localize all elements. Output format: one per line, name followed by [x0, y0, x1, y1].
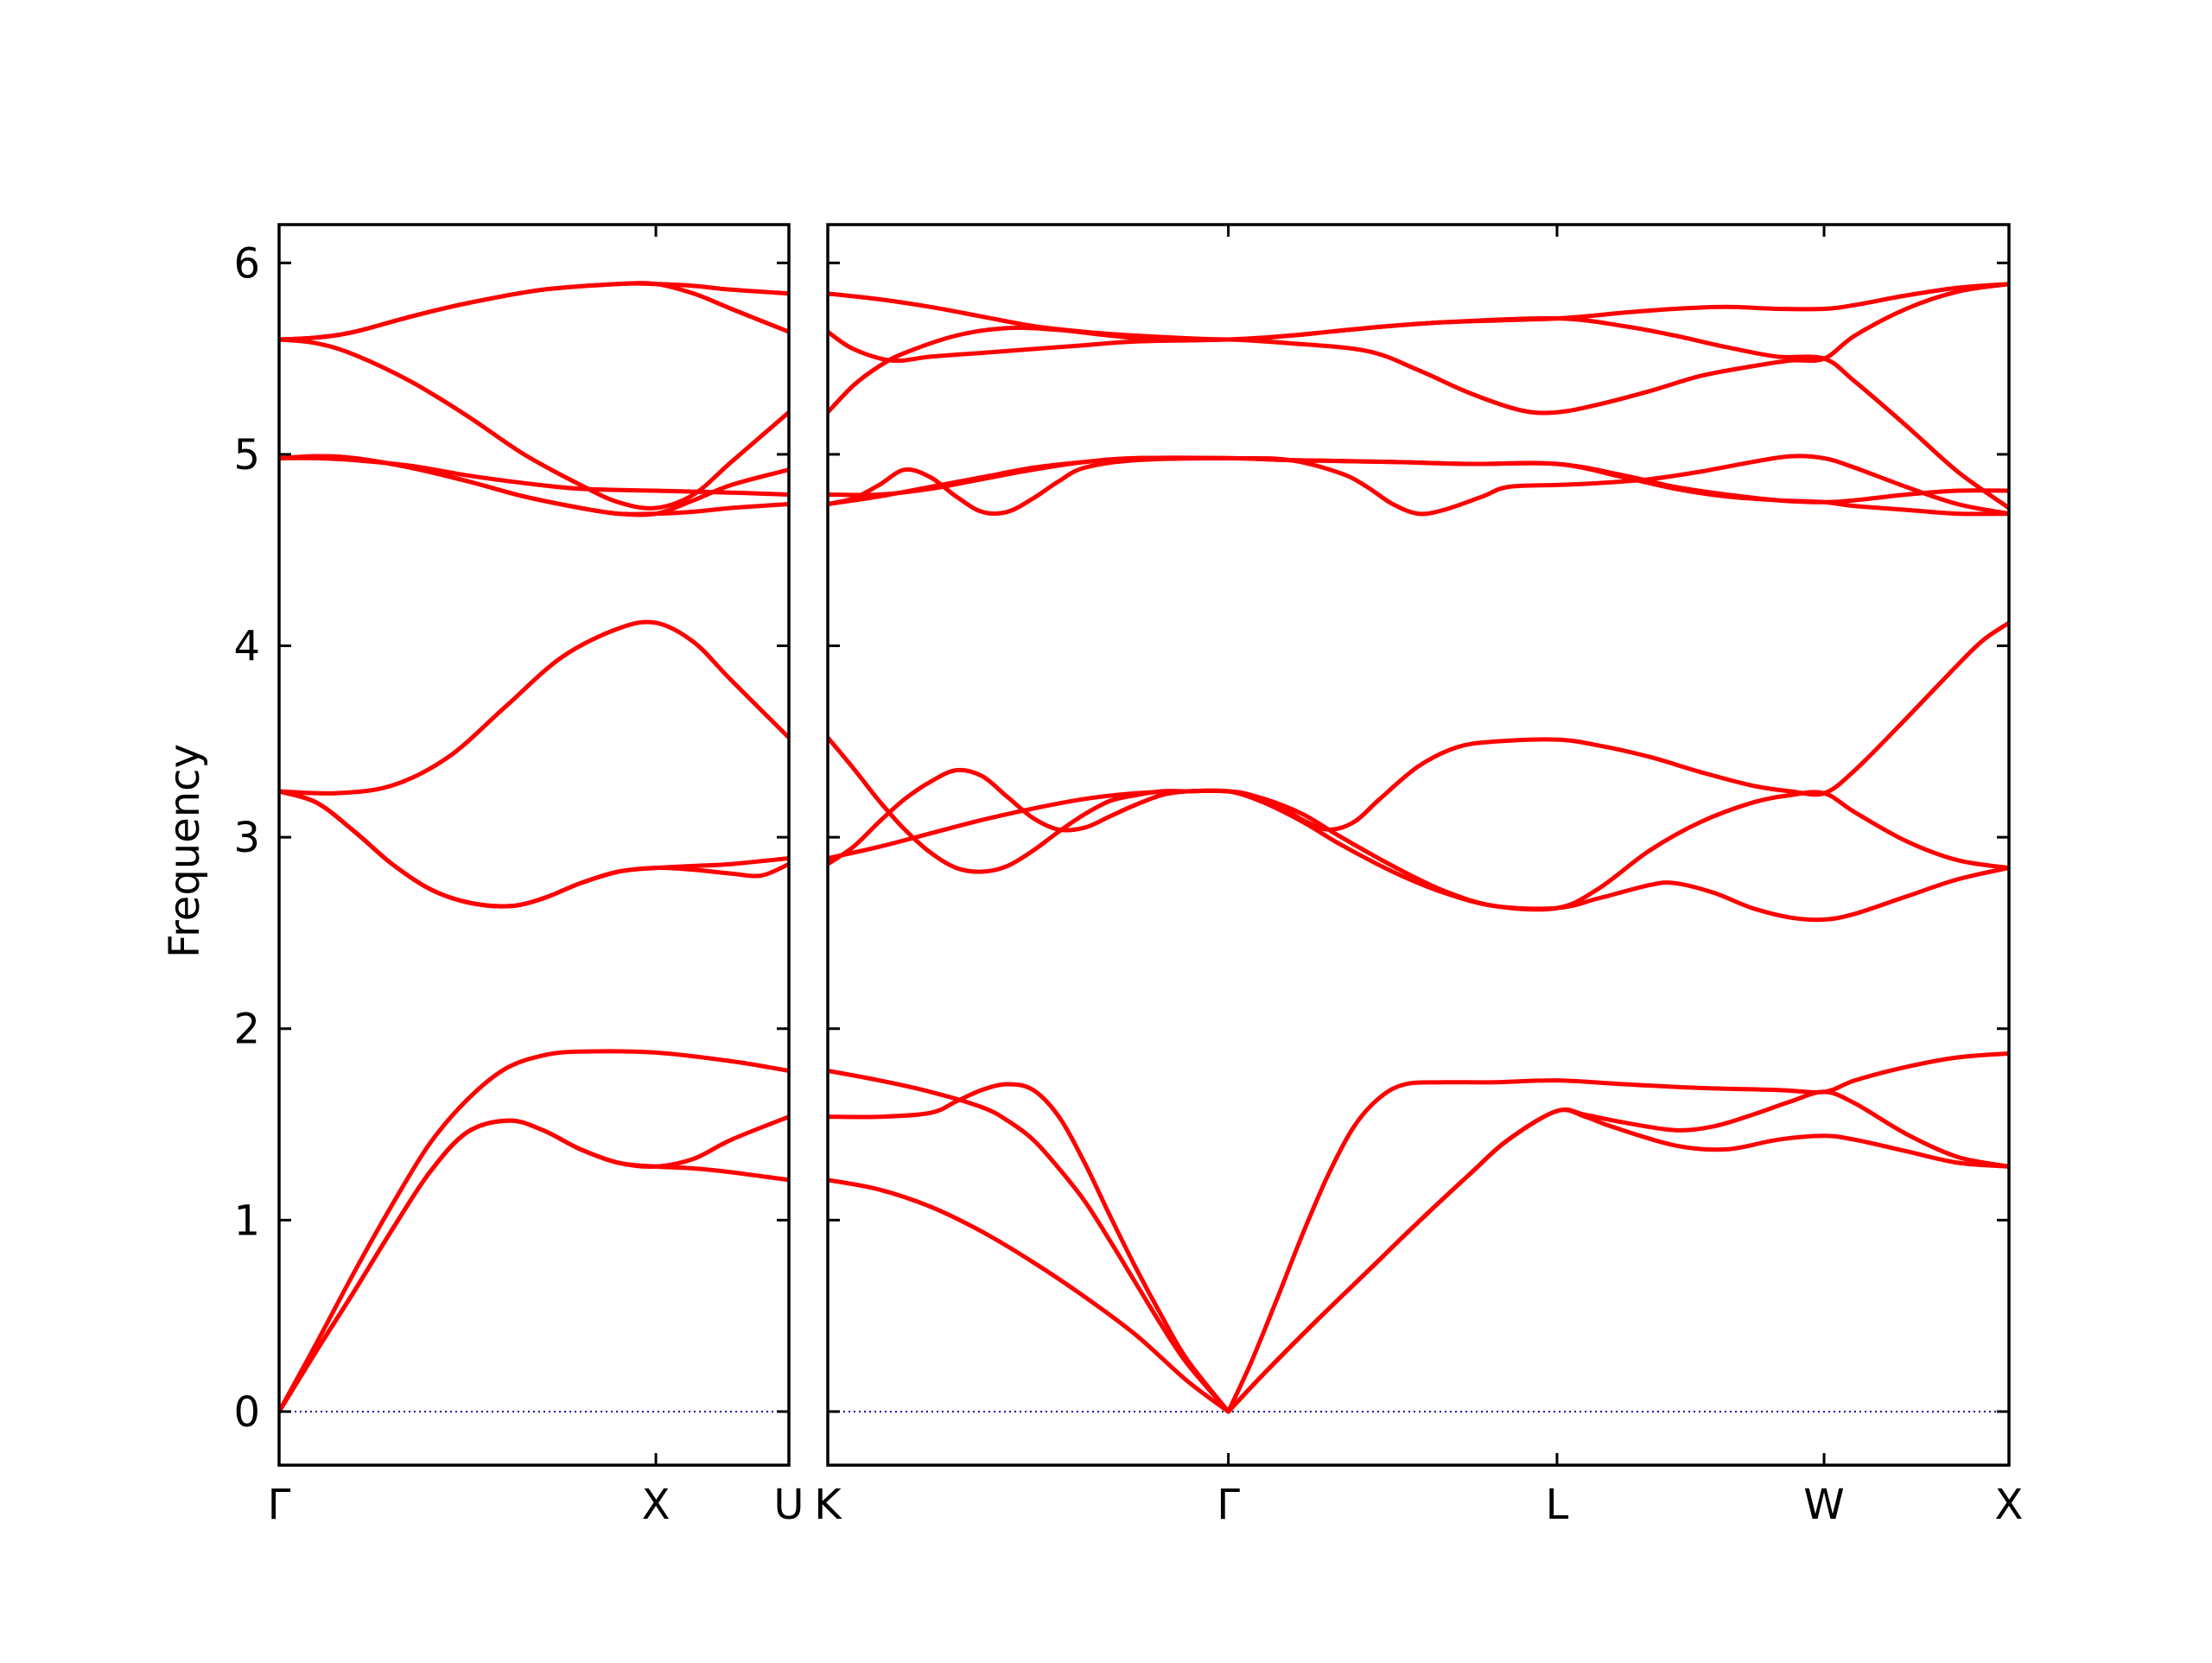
xtick-label-u: U [773, 1481, 804, 1529]
left-panel-band-1 [279, 1049, 789, 1414]
axes-layer: 0 1 2 3 4 5 6 Γ X U K Γ L W X [233, 223, 2024, 1529]
xtick-label-gamma-2: Γ [1217, 1481, 1240, 1529]
right-panel-frame [826, 223, 2011, 1467]
ytick-label-4: 4 [233, 623, 260, 671]
ytick-label-5: 5 [233, 431, 260, 479]
xtick-label-k: K [814, 1481, 842, 1529]
right-panel-band-6 [1226, 1089, 2009, 1414]
bands-layer [279, 281, 2009, 1414]
right-panel-band-14 [828, 315, 2009, 511]
left-panel-band-12 [279, 454, 789, 517]
xtick-label-w: W [1803, 1481, 1844, 1529]
xtick-label-x: X [642, 1481, 671, 1529]
left-panel-band-9 [279, 281, 789, 342]
xtick-label-l: L [1546, 1481, 1569, 1529]
right-panel-band-4 [1226, 1108, 2009, 1414]
right-panel-band-9 [828, 788, 2009, 912]
right-panel-band-11 [828, 454, 2009, 517]
xtick-label-gamma: Γ [268, 1481, 291, 1529]
ytick-label-3: 3 [233, 814, 260, 862]
right-panel-band-7 [828, 735, 2009, 923]
xtick-label-x-2: X [1995, 1481, 2024, 1529]
right-panel-band-1 [828, 1177, 1231, 1414]
right-panel-band-15 [828, 282, 2009, 342]
left-panel-band-6 [279, 789, 789, 909]
right-panel-band-12 [828, 455, 2009, 517]
left-panel-bands [279, 281, 789, 1414]
ytick-label-6: 6 [233, 239, 260, 288]
right-panel-band-3 [828, 1082, 1231, 1414]
right-panel-band-8 [828, 620, 2009, 866]
ytick-label-0: 0 [233, 1388, 260, 1437]
left-panel-band-8 [279, 337, 789, 511]
right-panel-band-2 [828, 1069, 1231, 1414]
right-panel-band-5 [1226, 1051, 2009, 1414]
left-panel-band-10 [279, 455, 789, 497]
left-panel-band-3 [279, 1114, 789, 1414]
right-panel-bands [828, 282, 2009, 1414]
y-axis-label: Frequency [161, 744, 209, 958]
ytick-label-1: 1 [233, 1196, 260, 1245]
left-panel-band-5 [279, 789, 789, 909]
ytick-label-2: 2 [233, 1006, 260, 1054]
right-panel-band-13 [828, 282, 2009, 416]
left-panel-band-4 [279, 619, 789, 796]
left-panel-frame [277, 223, 791, 1467]
